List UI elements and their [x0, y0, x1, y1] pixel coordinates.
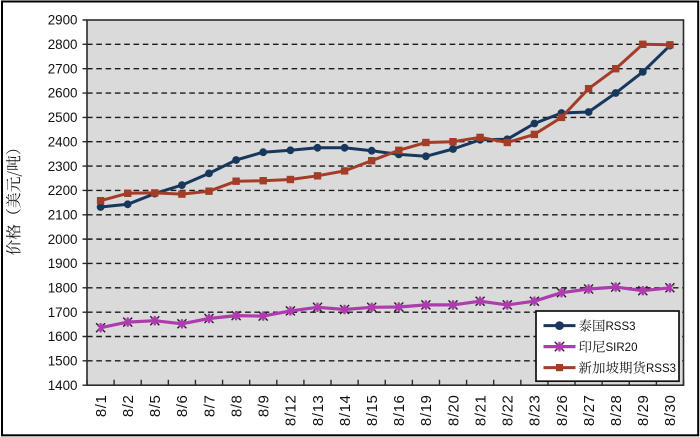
- svg-text:8/16: 8/16: [391, 395, 408, 427]
- svg-text:8/20: 8/20: [445, 395, 462, 427]
- svg-text:2200: 2200: [48, 183, 78, 198]
- svg-text:2300: 2300: [48, 159, 78, 174]
- svg-text:2000: 2000: [48, 232, 78, 247]
- svg-text:2900: 2900: [48, 13, 78, 28]
- svg-text:2600: 2600: [48, 86, 78, 101]
- svg-text:8/9: 8/9: [256, 395, 273, 418]
- svg-text:8/7: 8/7: [201, 395, 218, 418]
- svg-text:2100: 2100: [48, 208, 78, 223]
- svg-text:SIR20: SIR20: [606, 342, 638, 354]
- svg-text:1400: 1400: [48, 378, 78, 393]
- svg-text:8/5: 8/5: [147, 395, 164, 418]
- svg-text:8/8: 8/8: [228, 395, 245, 418]
- svg-text:8/29: 8/29: [635, 395, 652, 427]
- svg-text:8/30: 8/30: [662, 395, 679, 427]
- svg-text:8/13: 8/13: [310, 395, 327, 427]
- svg-text:8/12: 8/12: [283, 395, 300, 427]
- svg-text:1600: 1600: [48, 329, 78, 344]
- svg-text:8/27: 8/27: [581, 395, 598, 427]
- svg-text:8/19: 8/19: [418, 395, 435, 427]
- svg-text:8/1: 8/1: [93, 395, 110, 418]
- svg-text:1800: 1800: [48, 281, 78, 296]
- svg-text:8/21: 8/21: [472, 395, 489, 427]
- svg-text:8/23: 8/23: [527, 395, 544, 427]
- svg-text:2800: 2800: [48, 37, 78, 52]
- svg-text:1900: 1900: [48, 256, 78, 271]
- svg-text:1500: 1500: [48, 354, 78, 369]
- svg-text:8/2: 8/2: [120, 395, 137, 418]
- svg-text:RSS3: RSS3: [606, 321, 636, 333]
- svg-text:2700: 2700: [48, 61, 78, 76]
- svg-text:8/6: 8/6: [174, 395, 191, 418]
- svg-text:8/14: 8/14: [337, 395, 354, 427]
- svg-text:1700: 1700: [48, 305, 78, 320]
- svg-text:2400: 2400: [48, 134, 78, 149]
- svg-text:8/28: 8/28: [608, 395, 625, 427]
- svg-text:8/22: 8/22: [500, 395, 517, 427]
- svg-text:RSS3: RSS3: [646, 363, 676, 375]
- svg-text:8/26: 8/26: [554, 395, 571, 427]
- svg-text:2500: 2500: [48, 110, 78, 125]
- svg-text:8/15: 8/15: [364, 395, 381, 427]
